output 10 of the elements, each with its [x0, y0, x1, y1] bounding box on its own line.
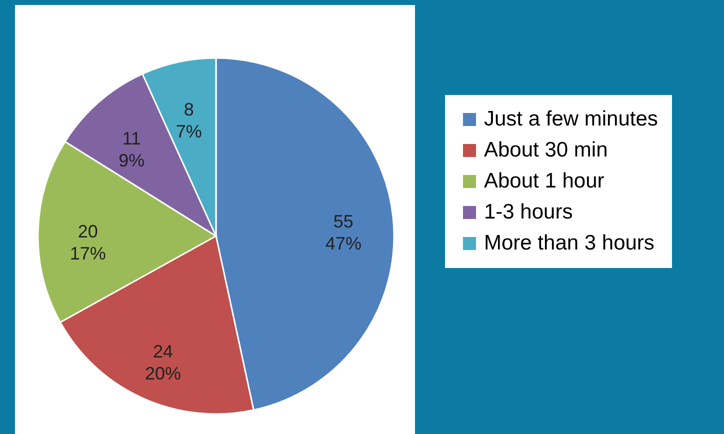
data-label: 8 7%	[176, 100, 202, 142]
legend-label: About 30 min	[484, 138, 608, 162]
data-label: 11 9%	[118, 128, 145, 171]
legend-label: More than 3 hours	[484, 232, 654, 254]
data-label: 20 17%	[70, 222, 106, 264]
legend-label: Just a few minutes	[484, 108, 658, 130]
legend-label: 1-3 hours	[484, 200, 573, 224]
data-label: 55 47%	[325, 211, 362, 254]
data-label: 24 20%	[145, 342, 182, 384]
legend-label: About 1 hour	[484, 170, 604, 192]
